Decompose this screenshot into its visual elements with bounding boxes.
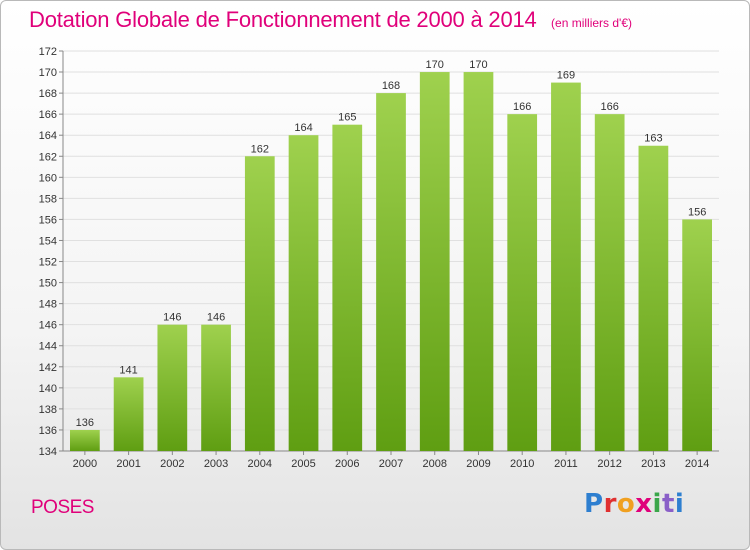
y-tick-label: 138 [39, 404, 57, 416]
label-layer: 136 141 146 146 162 164 165 168 170 170 166 169 166 1… [76, 59, 707, 429]
bar [244, 156, 275, 451]
bar [157, 324, 188, 451]
x-tick-label: 2008 [422, 458, 446, 470]
data-label: 156 [688, 206, 706, 218]
data-label: 169 [557, 70, 575, 82]
y-tick-label: 168 [39, 88, 57, 100]
data-label: 166 [513, 101, 531, 113]
title-row: Dotation Globale de Fonctionnement de 20… [29, 7, 632, 33]
x-tick-label: 2005 [291, 458, 315, 470]
y-tick-label: 152 [39, 257, 57, 269]
bar [69, 429, 100, 451]
place-name: POSES [31, 497, 94, 518]
y-tick-label: 158 [39, 193, 57, 205]
bar [638, 145, 669, 451]
y-tick-label: 160 [39, 172, 57, 184]
logo-letter: P [584, 489, 604, 519]
chart-title: Dotation Globale de Fonctionnement de 20… [29, 7, 537, 32]
data-label: 166 [600, 101, 618, 113]
bar [201, 324, 231, 451]
y-tick-label: 136 [39, 425, 57, 437]
x-tick-label: 2007 [379, 458, 403, 470]
bar [507, 114, 538, 451]
x-tick-label: 2002 [160, 458, 184, 470]
bar [376, 93, 406, 452]
bar [594, 114, 625, 451]
x-tick-label: 2006 [335, 458, 359, 470]
logo-letter: i [652, 489, 662, 519]
x-tick-label: 2001 [116, 458, 140, 470]
bar [551, 82, 581, 451]
proxiti-logo: Proxiti [584, 489, 684, 519]
bar [288, 135, 319, 452]
y-tick-label: 146 [39, 320, 57, 332]
data-label: 162 [251, 143, 269, 155]
logo-letter: x [635, 489, 653, 519]
y-tick-label: 166 [39, 109, 57, 121]
bar [463, 72, 494, 451]
x-tick-label: 2009 [466, 458, 490, 470]
bar-layer [69, 72, 713, 452]
y-tick-label: 172 [39, 46, 57, 58]
x-tick-label: 2000 [73, 458, 97, 470]
data-label: 163 [644, 133, 662, 145]
data-label: 168 [382, 80, 400, 92]
x-tick-label: 2004 [248, 458, 272, 470]
axis-layer: 134 136 138 140 142 144 146 148 150 152 154 156 158 1… [39, 46, 719, 470]
data-label: 170 [469, 59, 487, 71]
y-tick-label: 154 [39, 235, 57, 247]
logo-letter: i [674, 489, 685, 519]
bar [682, 219, 713, 451]
data-label: 146 [163, 312, 181, 324]
bar [419, 72, 450, 451]
data-label: 146 [207, 312, 225, 324]
y-tick-label: 134 [39, 446, 57, 458]
x-tick-label: 2012 [597, 458, 621, 470]
y-tick-label: 162 [39, 151, 57, 163]
y-tick-label: 144 [39, 341, 57, 353]
x-tick-label: 2011 [554, 458, 578, 470]
data-label: 165 [338, 112, 356, 124]
logo-letter: o [616, 489, 636, 519]
bar [113, 377, 144, 451]
y-tick-label: 156 [39, 214, 57, 226]
y-tick-label: 150 [39, 278, 57, 290]
chart-subtitle: (en milliers d'€) [551, 16, 633, 30]
data-label: 141 [119, 364, 137, 376]
x-tick-label: 2013 [641, 458, 665, 470]
y-tick-label: 164 [39, 130, 57, 142]
y-tick-label: 170 [39, 67, 57, 79]
logo-letter: t [661, 489, 675, 519]
x-tick-label: 2003 [204, 458, 228, 470]
y-tick-label: 140 [39, 383, 57, 395]
y-tick-label: 148 [39, 299, 57, 311]
data-label: 136 [76, 417, 94, 429]
y-tick-label: 142 [39, 362, 57, 374]
x-tick-label: 2010 [510, 458, 534, 470]
bar [332, 124, 363, 452]
logo-letter: r [603, 489, 617, 519]
data-label: 170 [426, 59, 444, 71]
data-label: 164 [294, 122, 312, 134]
x-tick-label: 2014 [685, 458, 709, 470]
